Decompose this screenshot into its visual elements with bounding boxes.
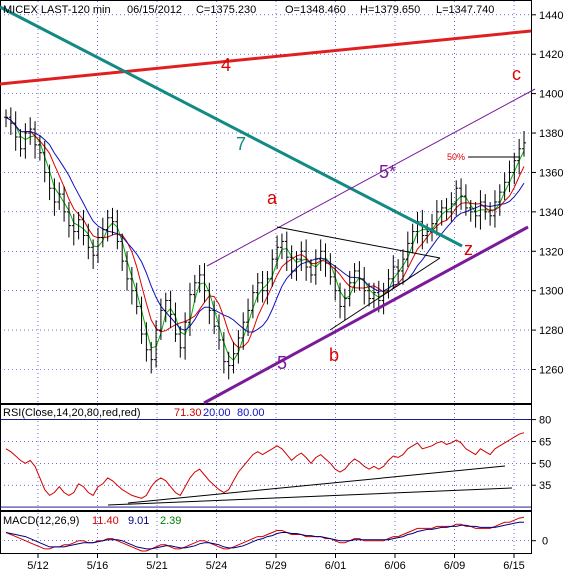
rsi-header-value: 71.30 [174,407,202,419]
header-symbol: MICEX LAST-120 min [3,4,111,16]
rsi-y-tick-label: 35 [539,480,551,492]
wave-label-5star: 5* [379,162,396,182]
axes: 1260 1280 1300 1320 1340 1360 1380 1400 1420 1440… [27,10,563,572]
price-y-tick-label: 1420 [539,49,563,61]
x-tick-label: 6/09 [444,560,465,572]
rsi-series-line [5,432,525,499]
price-y-tick-label: 1360 [539,167,563,179]
price-bars [4,107,526,380]
macd-y-tick-label: 0 [542,536,548,548]
x-tick-label: 6/06 [384,560,405,572]
macd-signal-line [5,521,525,550]
header-high: H=1379.650 [360,4,420,16]
macd-panel [0,511,532,554]
price-panel [0,0,532,404]
price-y-tick-label: 1320 [539,246,563,258]
x-tick-label: 5/21 [146,560,167,572]
trendline-5 [203,225,529,405]
x-tick-label: 5/12 [27,560,48,572]
ma-mid-line [5,116,525,349]
ma-slow-line [5,116,525,333]
wave-label-7: 7 [236,134,246,154]
fib-50-label: 50% [447,152,465,162]
price-y-tick-label: 1380 [539,128,563,140]
header-low: L=1347.740 [436,4,494,16]
rsi-y-tick-label: 65 [539,436,551,448]
wave-label-z: z [464,239,473,259]
price-y-tick-label: 1340 [539,207,563,219]
wave-label-b: b [329,345,339,365]
macd-lines [5,516,525,552]
price-y-tick-label: 1440 [539,10,563,22]
wave-label-4: 4 [221,55,231,75]
trendline-4 [0,29,532,86]
rsi-trend-2 [107,487,513,506]
x-tick-label: 5/16 [87,560,108,572]
ma-fast-line [5,116,525,362]
header-date: 06/15/2012 [127,4,182,16]
macd-header-label: MACD(12,26,9) [3,515,79,527]
rsi-header-lower: 20.00 [203,407,231,419]
moving-averages [5,116,525,362]
price-y-tick-label: 1260 [539,365,563,377]
header-open: O=1348.460 [285,4,346,16]
price-y-tick-label: 1300 [539,286,563,298]
x-tick-label: 5/29 [265,560,286,572]
triangle-lower [329,257,441,331]
macd-header-signal: 9.01 [128,515,149,527]
x-tick-label: 6/15 [503,560,524,572]
wave-label-5: 5 [277,353,287,373]
price-y-tick-label: 1400 [539,89,563,101]
wave-label-c: c [512,64,521,84]
header-close: C=1375.230 [196,4,256,16]
rsi-panel [0,404,532,511]
rsi-trend-1 [127,465,506,504]
rsi-header-label: RSI(Close,14,20,80,red,red) [3,407,141,419]
price-y-tick-label: 1280 [539,325,563,337]
rsi-y-tick-label: 80 [539,415,551,427]
triangle-upper [276,226,441,259]
macd-header-macd: 11.40 [92,515,119,527]
rsi-line [5,432,525,499]
macd-header-hist: 2.39 [160,515,181,527]
trendline-5star [206,88,536,267]
rsi-y-tick-label: 50 [539,458,551,470]
x-tick-label: 5/24 [206,560,227,572]
trendlines [0,5,536,506]
wave-label-a: a [267,188,278,208]
rsi-header-upper: 80.00 [237,407,265,419]
x-tick-label: 6/01 [325,560,346,572]
trendline-7 [0,5,463,248]
